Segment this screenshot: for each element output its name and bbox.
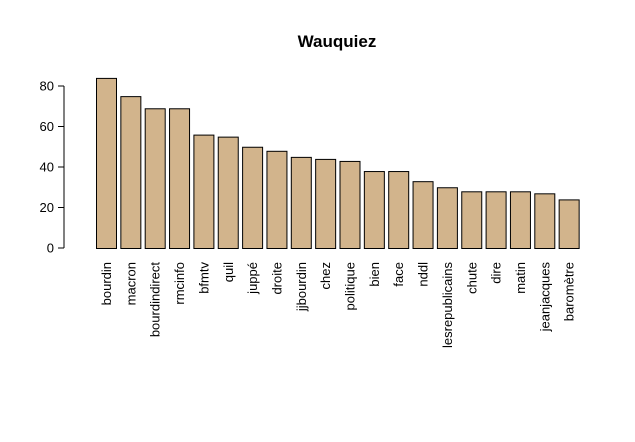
bar-chez <box>315 158 337 249</box>
bars <box>96 77 580 250</box>
category-label: bourdin <box>99 262 114 305</box>
y-axis: 0 20 40 60 80 <box>40 79 65 256</box>
bar-bourdindirect <box>144 108 166 250</box>
chart-title: Wauquiez <box>298 32 377 51</box>
category-label: juppé <box>245 262 260 295</box>
bar-droite <box>266 150 288 249</box>
bar-bourdin <box>96 77 117 250</box>
bar-chute <box>461 191 483 250</box>
bar-politique <box>339 160 361 249</box>
category-label: baromètre <box>562 262 577 321</box>
category-label: matin <box>513 262 528 294</box>
category-label: macron <box>123 262 138 305</box>
category-label: nddl <box>416 262 431 287</box>
category-label: face <box>391 262 406 287</box>
bar-quil <box>217 136 239 249</box>
category-label: politique <box>343 262 358 310</box>
category-label: rmcinfo <box>172 262 187 305</box>
y-tick-label: 20 <box>40 200 54 215</box>
bar-face <box>388 171 410 249</box>
bar-rmcinfo <box>169 108 191 250</box>
category-label: bfmtv <box>196 262 211 294</box>
category-label: chez <box>318 262 333 289</box>
category-label: lesrepublicains <box>440 262 455 348</box>
bar-dire <box>485 191 507 250</box>
category-label: bourdindirect <box>148 262 163 338</box>
category-label: dire <box>489 262 504 284</box>
bar-matin <box>509 191 531 250</box>
bar-jjbourdin <box>290 156 312 249</box>
bar-juppé <box>242 146 264 249</box>
bar-lesrepublicains <box>436 187 458 249</box>
y-tick-label: 40 <box>40 160 54 175</box>
category-labels: bourdin macron bourdindirect rmcinfo bfmtv qu… <box>99 262 577 348</box>
bar-jeanjacques <box>534 193 556 249</box>
category-label: chute <box>464 262 479 294</box>
bar-bien <box>363 171 385 249</box>
bar-baromètre <box>558 199 580 249</box>
y-tick-label: 0 <box>47 241 54 256</box>
y-tick-label: 80 <box>40 79 54 94</box>
bar-macron <box>120 96 142 249</box>
bar-bfmtv <box>193 134 215 250</box>
bar-nddl <box>412 181 434 249</box>
category-label: jjbourdin <box>294 262 309 312</box>
category-label: droite <box>269 262 284 295</box>
category-label: bien <box>367 262 382 287</box>
y-tick-label: 60 <box>40 119 54 134</box>
category-label: quil <box>221 262 236 282</box>
category-label: jeanjacques <box>537 262 552 333</box>
